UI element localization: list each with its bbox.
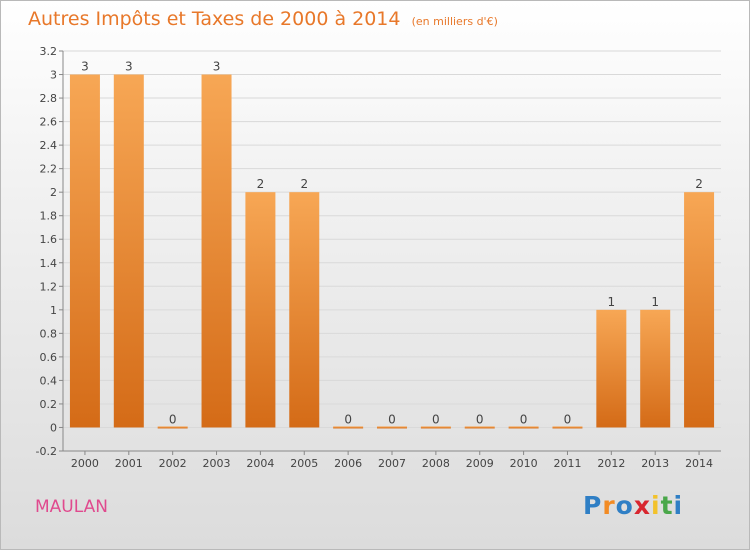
x-tick-label: 2013 [641,457,669,470]
bar [157,426,188,429]
logo-letter: r [602,491,616,520]
y-tick-label: 1.4 [40,257,58,270]
logo-letter: x [633,491,651,520]
y-tick-label: 0.8 [40,327,58,340]
logo-letter: i [673,491,684,520]
data-label: 0 [169,412,177,426]
bars [69,74,715,429]
y-tick-label: 0 [50,421,57,434]
data-label: 1 [651,295,659,309]
y-tick-label: 1 [50,304,57,317]
y-tick-label: 2.2 [40,163,58,176]
x-tick-label: 2002 [159,457,187,470]
logo-letter: P [583,491,603,520]
logo-letter: t [660,491,674,520]
x-tick-label: 2010 [510,457,538,470]
bar [508,426,539,429]
y-tick-label: -0.2 [36,445,57,458]
data-label: 0 [564,412,572,426]
data-label: 1 [608,295,616,309]
y-tick-label: 1.6 [40,233,58,246]
x-tick-label: 2000 [71,457,99,470]
y-tick-label: 2 [50,186,57,199]
x-tick-label: 2011 [553,457,581,470]
bar [333,426,364,429]
data-label: 0 [520,412,528,426]
data-label: 0 [432,412,440,426]
x-tick-label: 2001 [115,457,143,470]
bar [113,74,144,428]
data-label: 3 [81,60,89,74]
bar [596,309,627,428]
data-label: 3 [213,60,221,74]
y-tick-label: 1.2 [40,280,58,293]
data-label: 0 [388,412,396,426]
data-label: 0 [476,412,484,426]
x-tick-label: 2003 [203,457,231,470]
bar [245,192,276,428]
data-label: 2 [695,177,703,191]
title-line: Autres Impôts et Taxes de 2000 à 2014 (e… [28,8,498,30]
bar [684,192,715,428]
proxiti-logo: Proxiti [583,491,683,520]
logo-letter: i [651,491,661,520]
chart-subtitle: (en milliers d'€) [411,15,498,28]
logo-letter: o [615,491,634,520]
x-tick-label: 2006 [334,457,362,470]
bar [640,309,671,428]
x-tick-label: 2007 [378,457,406,470]
bar [201,74,232,428]
y-tick-label: 2.8 [40,92,58,105]
y-tick-label: 2.4 [40,139,58,152]
data-label: 3 [125,60,133,74]
y-tick-label: 0.4 [40,374,58,387]
y-tick-label: 0.2 [40,398,58,411]
x-tick-label: 2009 [466,457,494,470]
chart-title: Autres Impôts et Taxes de 2000 à 2014 [28,8,401,30]
bar [552,426,583,429]
y-tick-label: 2.6 [40,116,58,129]
x-tick-label: 2005 [290,457,318,470]
data-label: 2 [300,177,308,191]
data-label: 2 [257,177,265,191]
y-tick-label: 3 [50,69,57,82]
x-tick-label: 2004 [246,457,274,470]
labels: -0.2 0 0.2 0.4 0.6 0.8 1 1.2 1.4 1.6 1.8 2 2.2 2.4 2.6… [36,45,714,470]
bar [289,192,320,428]
x-tick-label: 2012 [597,457,625,470]
bar [464,426,495,429]
commune-name: MAULAN [35,497,108,517]
y-tick-label: 3.2 [40,45,58,58]
y-tick-label: 0.6 [40,351,58,364]
bar [377,426,407,429]
x-tick-label: 2008 [422,457,450,470]
axes [59,50,721,455]
y-tick-label: 1.8 [40,210,58,223]
bar [69,74,100,428]
x-tick-label: 2014 [685,457,713,470]
bar [420,426,451,429]
data-label: 0 [344,412,352,426]
